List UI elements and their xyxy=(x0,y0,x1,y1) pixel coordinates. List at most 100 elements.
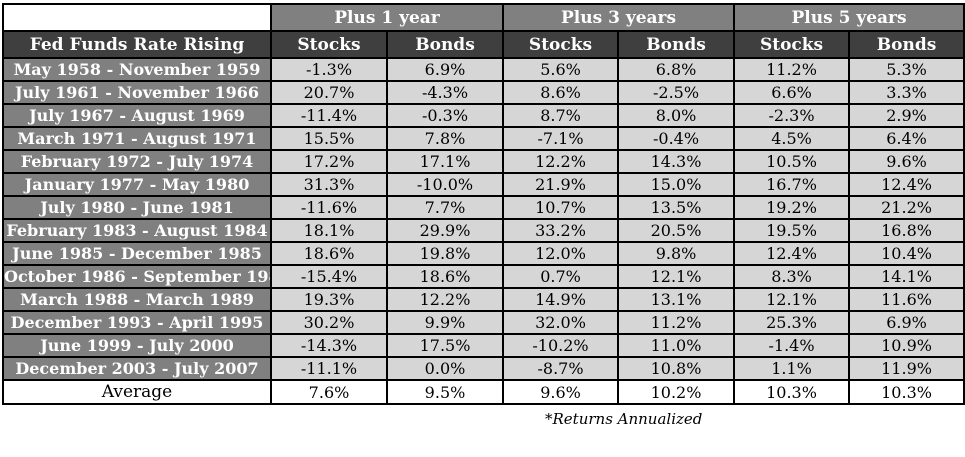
value-cell: 14.1% xyxy=(848,264,965,289)
value-cell: 7.7% xyxy=(385,195,505,220)
value-cell: 8.7% xyxy=(502,103,620,128)
value-cell: 10.9% xyxy=(848,333,965,358)
value-cell: 18.6% xyxy=(385,264,505,289)
value-cell: 6.4% xyxy=(848,126,965,151)
table-row: July 1967 - August 1969 -11.4% -0.3% 8.7… xyxy=(2,103,965,128)
value-cell: 12.4% xyxy=(848,172,965,197)
value-cell: -15.4% xyxy=(270,264,388,289)
value-cell: 11.2% xyxy=(733,57,851,82)
value-cell: 21.2% xyxy=(848,195,965,220)
table-row: December 1993 - April 1995 30.2% 9.9% 32… xyxy=(2,310,965,335)
average-value-cell: 9.5% xyxy=(385,379,505,405)
value-cell: 10.7% xyxy=(502,195,620,220)
period-cell: December 1993 - April 1995 xyxy=(2,310,272,335)
value-cell: 30.2% xyxy=(270,310,388,335)
value-cell: 15.0% xyxy=(617,172,736,197)
value-cell: 20.5% xyxy=(617,218,736,243)
value-cell: 4.5% xyxy=(733,126,851,151)
period-cell: October 1986 - September 1987 xyxy=(2,264,272,289)
value-cell: 14.9% xyxy=(502,287,620,312)
period-cell: July 1967 - August 1969 xyxy=(2,103,272,128)
period-cell: May 1958 - November 1959 xyxy=(2,57,272,82)
value-cell: -11.6% xyxy=(270,195,388,220)
table-row: February 1972 - July 1974 17.2% 17.1% 12… xyxy=(2,149,965,174)
value-cell: 8.6% xyxy=(502,80,620,105)
col-header-bonds-3y: Bonds xyxy=(617,30,736,59)
value-cell: 11.2% xyxy=(617,310,736,335)
value-cell: 12.0% xyxy=(502,241,620,266)
value-cell: 33.2% xyxy=(502,218,620,243)
value-cell: 13.1% xyxy=(617,287,736,312)
value-cell: 10.8% xyxy=(617,356,736,381)
table-row: June 1985 - December 1985 18.6% 19.8% 12… xyxy=(2,241,965,266)
value-cell: -0.3% xyxy=(385,103,505,128)
table-row: March 1988 - March 1989 19.3% 12.2% 14.9… xyxy=(2,287,965,312)
value-cell: 19.5% xyxy=(733,218,851,243)
value-cell: 31.3% xyxy=(270,172,388,197)
table-row: January 1977 - May 1980 31.3% -10.0% 21.… xyxy=(2,172,965,197)
column-header-row: Fed Funds Rate Rising Stocks Bonds Stock… xyxy=(2,30,965,59)
col-header-bonds-1y: Bonds xyxy=(385,30,505,59)
value-cell: 9.8% xyxy=(617,241,736,266)
table-body: May 1958 - November 1959 -1.3% 6.9% 5.6%… xyxy=(2,57,965,381)
fed-funds-returns-table: Plus 1 year Plus 3 years Plus 5 years Fe… xyxy=(2,3,965,405)
table-row: December 2003 - July 2007 -11.1% 0.0% -8… xyxy=(2,356,965,381)
value-cell: 18.6% xyxy=(270,241,388,266)
average-value-cell: 9.6% xyxy=(502,379,620,405)
value-cell: -10.0% xyxy=(385,172,505,197)
value-cell: 11.9% xyxy=(848,356,965,381)
value-cell: -10.2% xyxy=(502,333,620,358)
group-header-plus-1-year: Plus 1 year xyxy=(269,3,505,32)
col-header-stocks-1y: Stocks xyxy=(270,30,388,59)
value-cell: 12.1% xyxy=(733,287,851,312)
group-header-row: Plus 1 year Plus 3 years Plus 5 years xyxy=(2,3,965,32)
value-cell: -8.7% xyxy=(502,356,620,381)
period-cell: January 1977 - May 1980 xyxy=(2,172,272,197)
table-row: October 1986 - September 1987 -15.4% 18.… xyxy=(2,264,965,289)
period-cell: June 1985 - December 1985 xyxy=(2,241,272,266)
value-cell: 19.3% xyxy=(270,287,388,312)
value-cell: 7.8% xyxy=(385,126,505,151)
value-cell: 29.9% xyxy=(385,218,505,243)
value-cell: 5.3% xyxy=(848,57,965,82)
value-cell: 9.6% xyxy=(848,149,965,174)
value-cell: 12.4% xyxy=(733,241,851,266)
corner-empty-cell xyxy=(2,3,272,32)
period-cell: March 1988 - March 1989 xyxy=(2,287,272,312)
value-cell: 3.3% xyxy=(848,80,965,105)
value-cell: 11.6% xyxy=(848,287,965,312)
value-cell: 20.7% xyxy=(270,80,388,105)
value-cell: -14.3% xyxy=(270,333,388,358)
value-cell: 19.8% xyxy=(385,241,505,266)
value-cell: 11.0% xyxy=(617,333,736,358)
value-cell: 1.1% xyxy=(733,356,851,381)
value-cell: 19.2% xyxy=(733,195,851,220)
value-cell: 2.9% xyxy=(848,103,965,128)
group-header-plus-5-years: Plus 5 years xyxy=(733,3,965,32)
value-cell: 9.9% xyxy=(385,310,505,335)
value-cell: 6.9% xyxy=(848,310,965,335)
table-row: July 1980 - June 1981 -11.6% 7.7% 10.7% … xyxy=(2,195,965,220)
average-value-cell: 10.3% xyxy=(733,379,851,405)
table-row: March 1971 - August 1971 15.5% 7.8% -7.1… xyxy=(2,126,965,151)
value-cell: -4.3% xyxy=(385,80,505,105)
value-cell: 16.7% xyxy=(733,172,851,197)
value-cell: 15.5% xyxy=(270,126,388,151)
value-cell: -2.5% xyxy=(617,80,736,105)
table-title-cell: Fed Funds Rate Rising xyxy=(2,30,272,59)
period-cell: July 1980 - June 1981 xyxy=(2,195,272,220)
value-cell: 6.9% xyxy=(385,57,505,82)
value-cell: 16.8% xyxy=(848,218,965,243)
value-cell: 6.6% xyxy=(733,80,851,105)
value-cell: 14.3% xyxy=(617,149,736,174)
group-header-plus-3-years: Plus 3 years xyxy=(502,3,736,32)
col-header-bonds-5y: Bonds xyxy=(848,30,965,59)
value-cell: 17.2% xyxy=(270,149,388,174)
value-cell: 25.3% xyxy=(733,310,851,335)
value-cell: -11.1% xyxy=(270,356,388,381)
value-cell: 18.1% xyxy=(270,218,388,243)
average-value-cell: 10.2% xyxy=(617,379,736,405)
value-cell: 21.9% xyxy=(502,172,620,197)
value-cell: 17.1% xyxy=(385,149,505,174)
table-row: May 1958 - November 1959 -1.3% 6.9% 5.6%… xyxy=(2,57,965,82)
